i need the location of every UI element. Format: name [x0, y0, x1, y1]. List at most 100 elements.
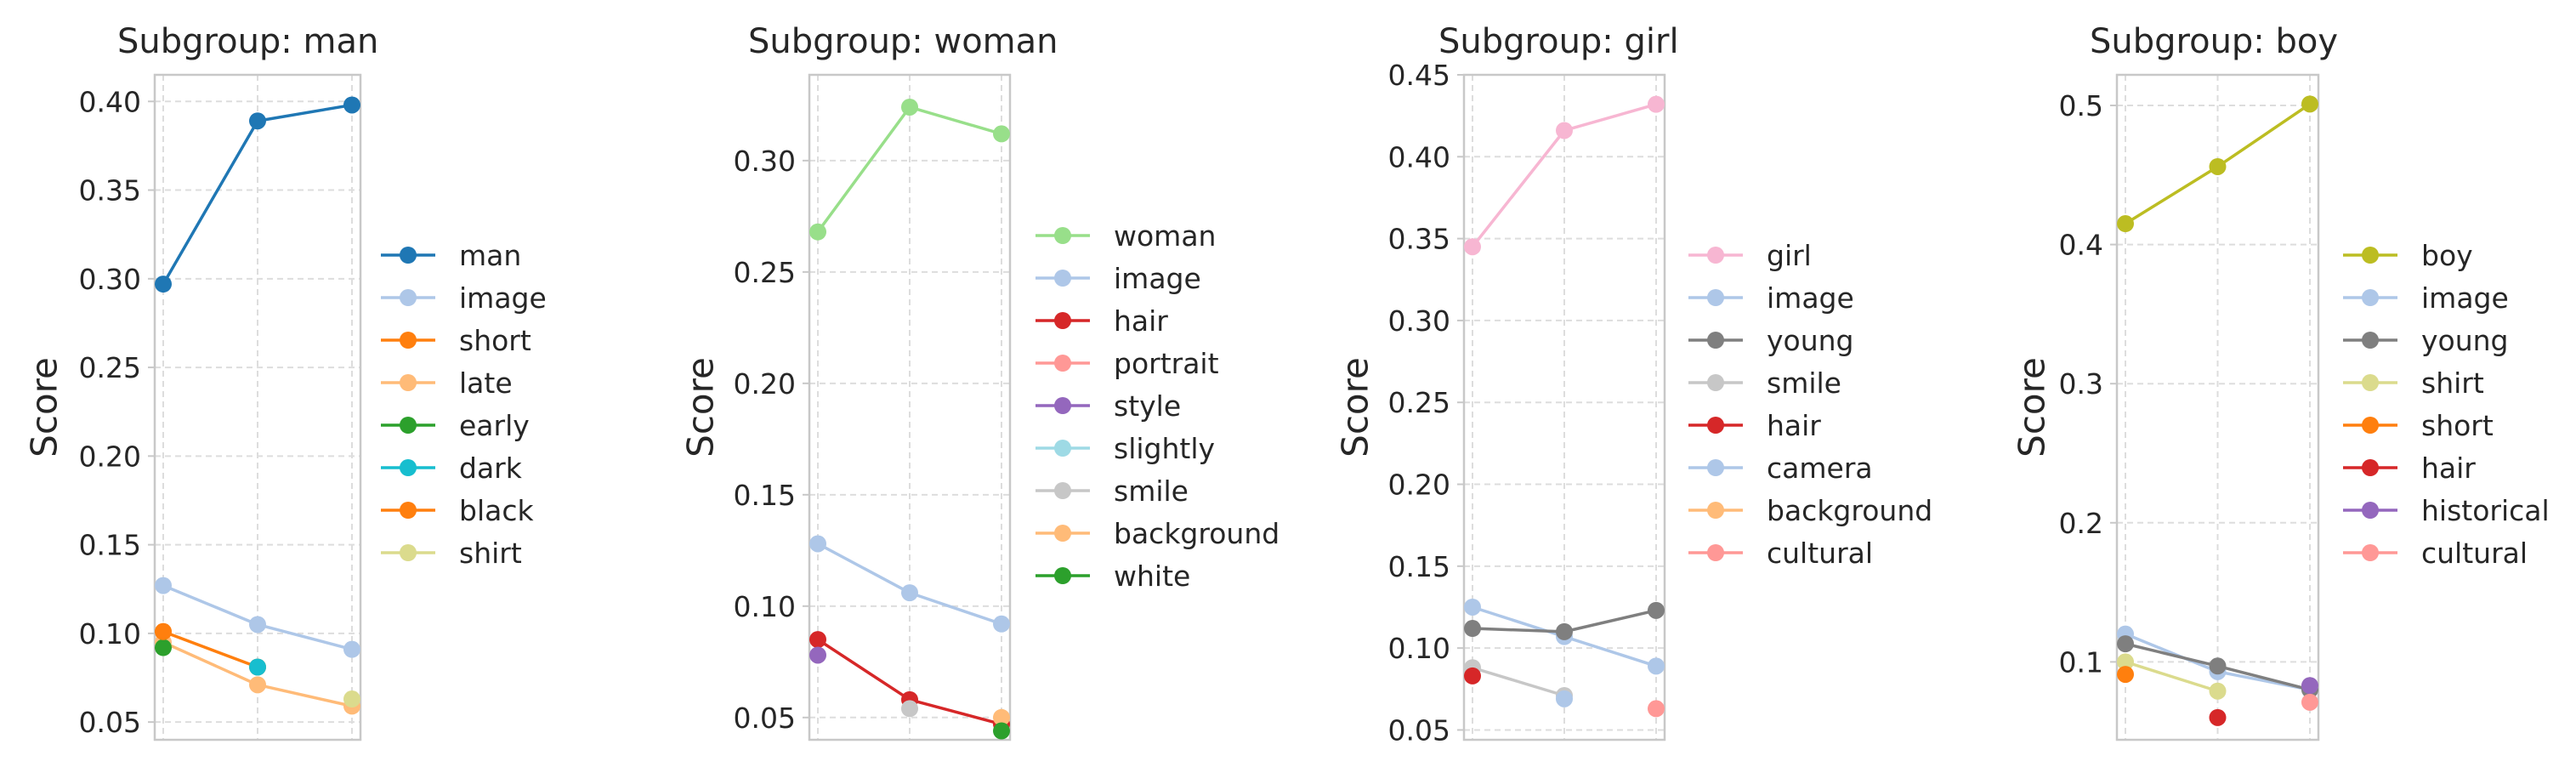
- series-line-hair: [817, 638, 911, 702]
- y-tick-label: 0.30: [79, 263, 141, 296]
- series-line-image: [909, 591, 1002, 626]
- series-camera: [1556, 690, 1573, 707]
- legend-label: black: [459, 494, 534, 527]
- legend-label: style: [1114, 389, 1181, 423]
- legend-label: historical: [2421, 494, 2550, 527]
- legend: woman image hair portrait style slightly smile…: [1036, 219, 1279, 593]
- data-point-style: [809, 646, 826, 664]
- legend-marker-smile: [1707, 374, 1724, 391]
- series-woman: [809, 98, 1010, 241]
- legend-marker-image: [1054, 270, 1071, 287]
- legend-marker-white: [1054, 567, 1071, 584]
- data-point-young: [1648, 601, 1665, 619]
- chart-title: Subgroup: woman: [748, 22, 1058, 61]
- data-point-boy: [2209, 157, 2227, 175]
- y-tick-label: 0.1: [2059, 645, 2103, 679]
- legend-label: girl: [1767, 239, 1812, 272]
- legend-marker-late: [400, 374, 417, 391]
- series-cultural: [1648, 700, 1665, 718]
- series-style: [809, 646, 826, 664]
- legend-marker-camera: [1707, 459, 1724, 476]
- legend-label: shirt: [459, 537, 522, 570]
- legend-marker-young: [1707, 332, 1724, 349]
- data-point-black: [155, 622, 172, 640]
- legend-label: late: [459, 366, 513, 400]
- legend: boy image young shirt short hair historical cul…: [2343, 239, 2550, 570]
- series-man: [155, 96, 360, 293]
- legend-label: image: [2421, 281, 2509, 315]
- legend-marker-hair: [1707, 417, 1724, 434]
- y-tick-label: 0.4: [2059, 229, 2103, 262]
- y-tick-label: 0.05: [1388, 713, 1450, 747]
- series-line-boy: [2216, 102, 2311, 168]
- data-point-cultural: [2301, 693, 2318, 711]
- series-background: [993, 708, 1010, 726]
- series-image: [809, 535, 1010, 633]
- chart-title: Subgroup: boy: [2090, 22, 2338, 61]
- y-tick-label: 0.20: [734, 367, 796, 401]
- series-line-woman: [909, 105, 1002, 136]
- data-point-hair: [1464, 667, 1481, 685]
- legend-marker-hair: [1054, 312, 1071, 329]
- legend-marker-background: [1707, 502, 1724, 519]
- y-tick-label: 0.10: [79, 617, 141, 651]
- series-line-girl: [1563, 102, 1657, 133]
- data-point-camera: [1556, 690, 1573, 707]
- legend-marker-background: [1054, 525, 1071, 542]
- series-black: [155, 622, 172, 640]
- legend-marker-cultural: [1707, 544, 1724, 561]
- data-point-background: [993, 708, 1010, 726]
- legend: man image short late early dark black shirt: [381, 239, 547, 570]
- legend-marker-smile: [1054, 482, 1071, 499]
- legend-label: cultural: [1767, 537, 1873, 570]
- chart-panel-3: 0.1 0.2 0.3 0.4 0.5 Subgroup: boy Score boy imag…: [2011, 22, 2550, 741]
- data-point-boy: [2117, 215, 2134, 233]
- plot-frame: [2115, 73, 2320, 741]
- legend-marker-style: [1054, 397, 1071, 414]
- y-tick-label: 0.20: [79, 440, 141, 473]
- legend-label: background: [1114, 517, 1279, 550]
- data-point-cultural: [1648, 700, 1665, 718]
- y-tick-label: 0.15: [79, 529, 141, 562]
- chart-title: Subgroup: man: [117, 22, 378, 61]
- legend-marker-short: [400, 332, 417, 349]
- plot-frame: [808, 73, 1012, 741]
- legend-label: shirt: [2421, 366, 2484, 400]
- y-tick-label: 0.5: [2059, 89, 2103, 122]
- legend-label: image: [459, 281, 547, 315]
- data-point-dark: [249, 658, 266, 676]
- data-point-image: [343, 640, 360, 658]
- series-line-late: [257, 683, 353, 708]
- legend-label: man: [459, 239, 521, 272]
- series-early: [155, 639, 172, 656]
- data-point-shirt: [2209, 682, 2227, 700]
- data-point-white: [993, 722, 1010, 740]
- y-axis-label: Score: [2011, 357, 2053, 457]
- chart-panel-0: 0.05 0.10 0.15 0.20 0.25 0.30 0.35 0.40 Subgroup…: [24, 22, 547, 741]
- y-tick-label: 0.25: [734, 256, 796, 289]
- chart-panel-1: 0.05 0.10 0.15 0.20 0.25 0.30 Subgroup: woman S…: [680, 22, 1279, 741]
- data-point-shirt: [343, 690, 360, 708]
- legend-label: hair: [1767, 409, 1821, 442]
- data-point-woman: [901, 98, 918, 116]
- data-point-girl: [1556, 122, 1573, 139]
- legend-label: short: [2421, 409, 2494, 442]
- legend-marker-girl: [1707, 247, 1724, 264]
- data-point-image: [1464, 598, 1481, 616]
- y-tick-label: 0.05: [79, 706, 141, 739]
- legend-label: camera: [1767, 452, 1873, 485]
- legend-marker-boy: [2362, 247, 2379, 264]
- y-axis-label: Score: [24, 357, 65, 457]
- data-point-image: [993, 615, 1010, 633]
- data-point-boy: [2301, 95, 2318, 113]
- legend-label: slightly: [1114, 432, 1215, 465]
- legend-marker-hair: [2362, 459, 2379, 476]
- y-tick-label: 0.10: [734, 590, 796, 623]
- y-tick-label: 0.30: [734, 145, 796, 178]
- series-girl: [1464, 95, 1665, 256]
- series-young: [1464, 601, 1665, 640]
- series-cultural: [2301, 693, 2318, 711]
- data-point-man: [155, 276, 172, 293]
- y-axis-label: Score: [1335, 357, 1376, 457]
- series-line-late: [162, 640, 258, 686]
